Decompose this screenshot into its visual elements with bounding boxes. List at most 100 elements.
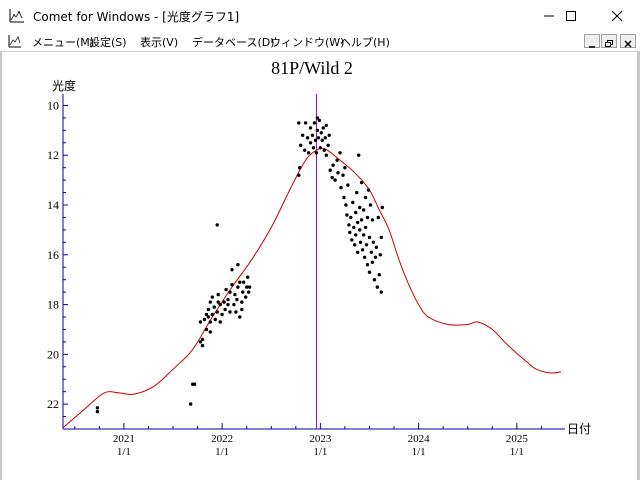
observation-point [328,168,332,172]
observation-point [228,290,232,294]
x-tick-label-date: 1/1 [117,446,131,458]
observation-point [341,173,345,177]
observation-point [348,230,352,235]
observation-point [234,310,238,314]
observation-point [315,128,320,133]
mdi-close-button[interactable] [620,34,636,48]
menu-window[interactable]: ウィンドウ(W) [270,36,345,49]
observation-point [216,292,220,297]
observation-point [371,240,376,244]
observation-point [215,310,219,314]
mdi-restore-button[interactable] [601,34,617,48]
maximize-button[interactable] [548,0,594,31]
observation-point [238,315,242,319]
x-tick-label-date: 1/1 [215,446,229,458]
observation-point [200,337,205,342]
observation-point [299,143,303,147]
menu-settings[interactable]: 設定(S) [89,36,127,49]
observation-point [353,243,357,247]
observation-point [367,235,372,240]
observation-point [358,228,362,232]
observation-point [347,223,351,227]
observation-point [216,300,220,304]
observation-point [321,126,325,130]
title-bar[interactable]: Comet for Windows - [光度グラフ1] [0,0,640,31]
observation-point [192,382,197,386]
mdi-minimize-button[interactable] [584,34,600,48]
close-button[interactable] [594,0,640,31]
observation-point [218,320,222,324]
menu-help[interactable]: ヘルプ(H) [340,36,390,49]
observation-point [326,143,330,147]
observation-point [238,280,242,284]
observation-point [246,275,250,279]
observation-point [367,270,372,274]
observation-point [308,126,313,130]
observation-point [208,300,212,304]
observation-point [206,307,211,312]
predicted-magnitude-curve [62,147,562,429]
observation-point [242,280,246,284]
observation-point [345,213,349,217]
observation-point [379,290,383,294]
close-icon [611,10,623,21]
x-tick-label-date: 1/1 [313,446,327,458]
observation-point [220,312,224,317]
observation-point [362,255,367,259]
chart-axes: 1012141618202220211/120221/120231/120241… [47,94,565,458]
minimize-button[interactable] [526,0,572,31]
observation-point [247,285,252,289]
observation-point [305,136,310,140]
observation-point [364,243,369,247]
observation-point [212,305,216,309]
observation-point [312,121,317,125]
menu-view[interactable]: 表示(V) [140,36,179,49]
observation-point [244,295,248,299]
observation-point [346,183,350,187]
observation-point [373,255,378,259]
window-border-left [0,52,2,480]
y-tick-label: 20 [47,347,59,361]
observation-point [318,146,323,150]
observation-point [298,166,302,170]
minimize-icon [544,15,554,16]
observation-point [319,131,323,135]
observation-point [306,151,311,155]
observation-point [354,233,358,237]
observation-point [200,343,205,348]
observation-point [310,133,315,137]
chart-app-icon[interactable] [8,7,26,25]
maximize-icon [566,10,576,21]
observation-point [215,223,219,227]
observation-point [208,320,212,324]
observation-point [330,175,334,180]
observation-point [230,283,234,287]
observation-point [224,287,228,292]
observation-point [331,163,335,167]
observation-point [232,302,236,307]
observation-point [376,215,380,220]
y-tick-label: 14 [47,198,59,212]
window-title: Comet for Windows - [光度グラフ1] [33,10,240,24]
observation-point [245,285,249,289]
observation-point [323,136,327,140]
observation-point [324,123,328,128]
menu-database[interactable]: データベース(D) [192,36,275,49]
observation-point [366,188,371,192]
observation-point [316,136,321,140]
observation-point [368,203,373,207]
observation-point [352,225,356,230]
mdi-chart-icon[interactable] [8,33,22,48]
observation-point [359,218,364,222]
observation-point [198,340,203,344]
observation-point [204,327,209,332]
observation-point [350,238,354,242]
observation-point [359,180,364,185]
observation-point [374,245,379,249]
observation-point [297,173,301,177]
chart-window: 81P/Wild 2 光度 日付 10 12 14 16 18 20 22 2021 1/1 20… [0,52,640,480]
menu-menu[interactable]: メニュー(M) [32,36,95,49]
observation-point [361,208,366,212]
observation-point [324,153,328,157]
observation-point [357,153,361,157]
